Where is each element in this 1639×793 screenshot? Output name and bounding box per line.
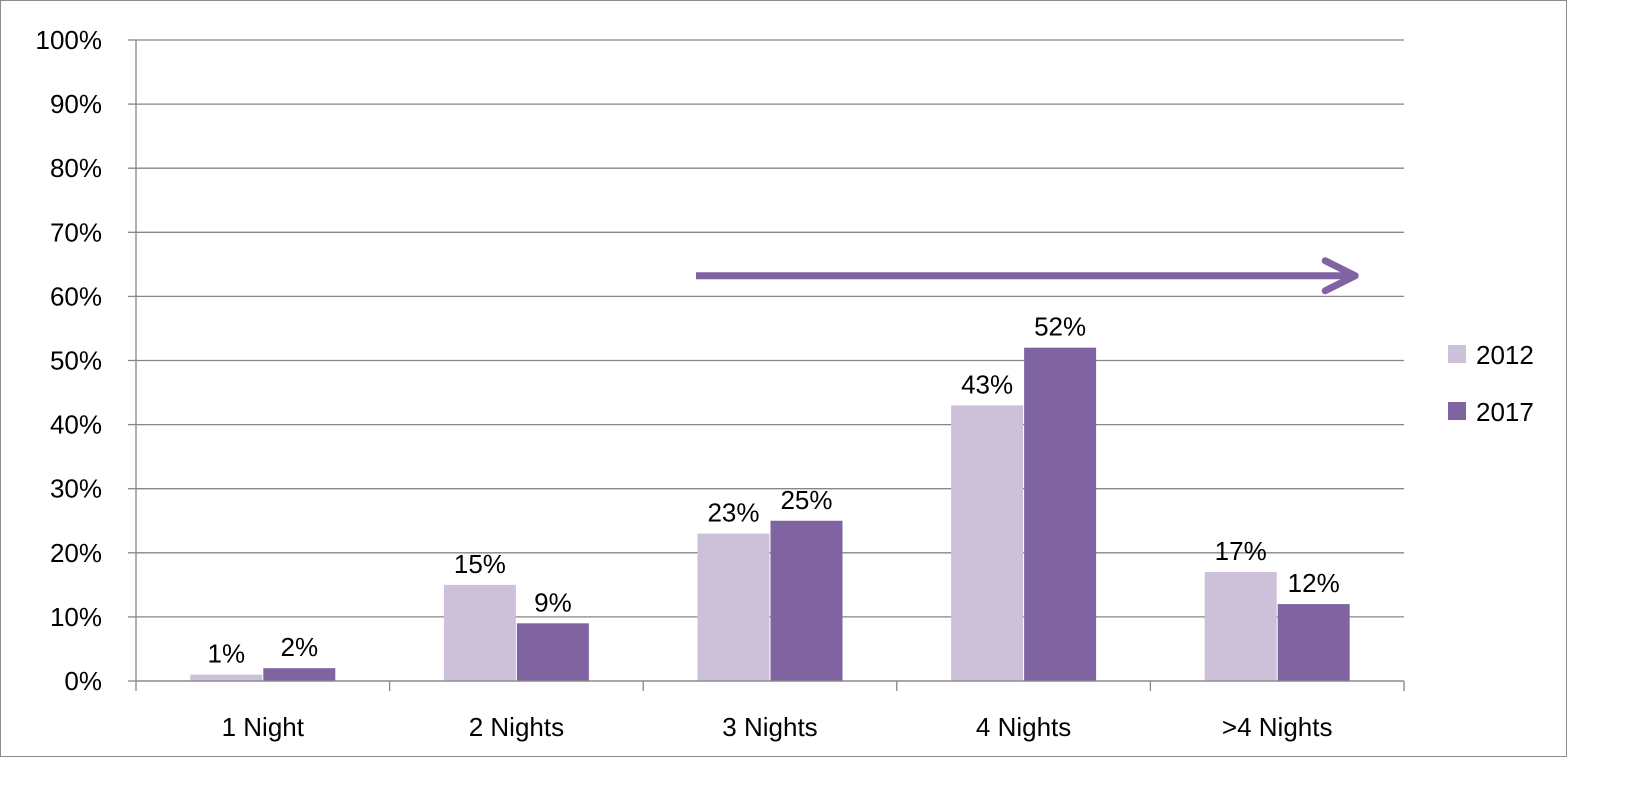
- x-tick-label: 4 Nights: [976, 712, 1071, 742]
- bar-2012: [951, 405, 1024, 681]
- x-tick-label: 1 Night: [222, 712, 305, 742]
- bar-2012: [1204, 572, 1277, 681]
- data-label: 15%: [454, 549, 506, 579]
- bar-2017: [516, 623, 589, 681]
- data-label: 43%: [961, 369, 1013, 399]
- x-tick-label: >4 Nights: [1222, 712, 1333, 742]
- data-label: 1%: [208, 639, 246, 669]
- data-label: 9%: [534, 587, 572, 617]
- bar-2017: [263, 668, 336, 681]
- y-tick-label: 70%: [50, 217, 102, 247]
- annotation-arrow-head: [1321, 257, 1359, 295]
- bar-2017: [1277, 604, 1350, 681]
- y-tick-label: 80%: [50, 153, 102, 183]
- data-label: 12%: [1288, 568, 1340, 598]
- y-tick-label: 20%: [50, 538, 102, 568]
- y-tick-label: 40%: [50, 410, 102, 440]
- data-label: 2%: [281, 632, 319, 662]
- data-label: 25%: [780, 485, 832, 515]
- data-label: 52%: [1034, 312, 1086, 342]
- data-label: 17%: [1215, 536, 1267, 566]
- y-tick-label: 30%: [50, 474, 102, 504]
- y-tick-label: 10%: [50, 602, 102, 632]
- y-tick-label: 60%: [50, 281, 102, 311]
- legend-label: 2017: [1476, 397, 1534, 427]
- bar-2012: [697, 533, 770, 681]
- x-tick-label: 2 Nights: [469, 712, 564, 742]
- data-label: 23%: [707, 498, 759, 528]
- bar-2012: [443, 584, 516, 681]
- bar-2017: [770, 520, 843, 681]
- y-tick-label: 0%: [64, 666, 102, 696]
- bar-2017: [1024, 347, 1097, 681]
- legend-label: 2012: [1476, 340, 1534, 370]
- y-tick-label: 50%: [50, 346, 102, 376]
- legend-swatch-2012: [1448, 345, 1466, 363]
- y-tick-label: 90%: [50, 89, 102, 119]
- y-tick-label: 100%: [36, 25, 103, 55]
- x-tick-label: 3 Nights: [722, 712, 817, 742]
- bar-2012: [190, 674, 263, 681]
- legend-swatch-2017: [1448, 402, 1466, 420]
